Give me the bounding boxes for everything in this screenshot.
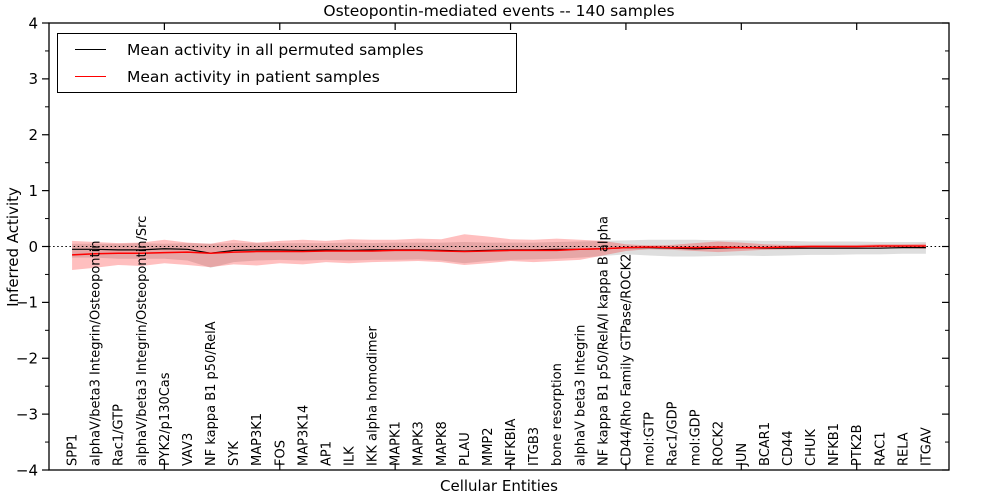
x-tick-label: MAP3K1 (250, 413, 265, 466)
x-tick-label: PTK2B (850, 425, 865, 467)
x-tick-label: alphaV/beta3 Integrin/Osteopontin/Src (135, 216, 150, 466)
y-tick-label: −3 (16, 405, 38, 423)
x-tick-label: MAPK8 (435, 421, 450, 466)
x-tick-label: FOS (273, 440, 288, 466)
y-tick-label: −2 (16, 350, 38, 368)
patient-samples-std-band (72, 234, 926, 270)
x-tick-label: VAV3 (181, 433, 196, 466)
legend-label-patient: Mean activity in patient samples (127, 67, 380, 86)
x-tick-label: ITGB3 (527, 427, 542, 466)
x-tick-label: alphaV/beta3 Integrin/Osteopontin (89, 241, 104, 466)
legend-entry-patient: Mean activity in patient samples (58, 68, 516, 86)
x-tick-label: mol:GTP (643, 412, 658, 466)
x-tick-label: PYK2/p130Cas (158, 372, 173, 466)
x-tick-label: RELA (896, 432, 911, 466)
x-tick-label: CHUK (804, 429, 819, 466)
x-tick-label: MAPK3 (412, 421, 427, 466)
y-axis-label: Inferred Activity (4, 187, 22, 307)
x-tick-label: bone resorption (550, 363, 565, 466)
x-tick-label: SYK (227, 441, 242, 466)
y-tick-label: −1 (16, 294, 38, 312)
x-tick-label: Rac1/GTP (112, 404, 127, 466)
x-tick-label: NF kappa B1 p50/RelA (204, 321, 219, 466)
x-tick-label: NFKB1 (827, 423, 842, 466)
y-tick-label: 0 (28, 238, 38, 256)
y-tick-label: −4 (16, 461, 38, 479)
x-tick-label: ROCK2 (712, 421, 727, 466)
patient-mean-line (72, 245, 926, 256)
legend: Mean activity in all permuted samples Me… (57, 33, 517, 93)
chart-title: Osteopontin-mediated events -- 140 sampl… (323, 2, 675, 20)
x-tick-label: NFKBIA (504, 419, 519, 466)
x-tick-label: MAPK1 (389, 421, 404, 466)
x-tick-label: IKK alpha homodimer (366, 325, 381, 466)
x-tick-label: PLAU (458, 432, 473, 466)
x-tick-label: alphaV beta3 Integrin (573, 325, 588, 466)
legend-label-permuted: Mean activity in all permuted samples (127, 40, 424, 59)
x-tick-label: BCAR1 (758, 422, 773, 466)
x-tick-label: CD44/Rho Family GTPase/ROCK2 (619, 254, 634, 466)
legend-entry-permuted: Mean activity in all permuted samples (58, 41, 516, 59)
x-tick-label: NF kappa B1 p50/RelA/I kappa B alpha (596, 216, 611, 466)
x-tick-label: Rac1/GDP (666, 401, 681, 466)
y-tick-label: 3 (28, 70, 38, 88)
x-tick-label: RAC1 (873, 431, 888, 466)
x-tick-label: CD44 (781, 430, 796, 466)
x-tick-label: SPP1 (66, 434, 81, 466)
y-tick-label: 2 (28, 126, 38, 144)
x-tick-label: ILK (343, 446, 358, 466)
y-tick-label: 1 (28, 182, 38, 200)
x-axis-label: Cellular Entities (440, 477, 558, 495)
x-tick-label: mol:GDP (689, 409, 704, 466)
x-tick-label: AP1 (319, 441, 334, 466)
x-tick-label: MMP2 (481, 427, 496, 466)
x-tick-label: MAP3K14 (296, 405, 311, 466)
x-tick-label: JUN (735, 443, 750, 467)
y-tick-label: 4 (28, 14, 38, 32)
x-tick-label: ITGAV (919, 427, 934, 466)
patient-line-swatch (75, 76, 106, 77)
permuted-line-swatch (75, 49, 106, 50)
